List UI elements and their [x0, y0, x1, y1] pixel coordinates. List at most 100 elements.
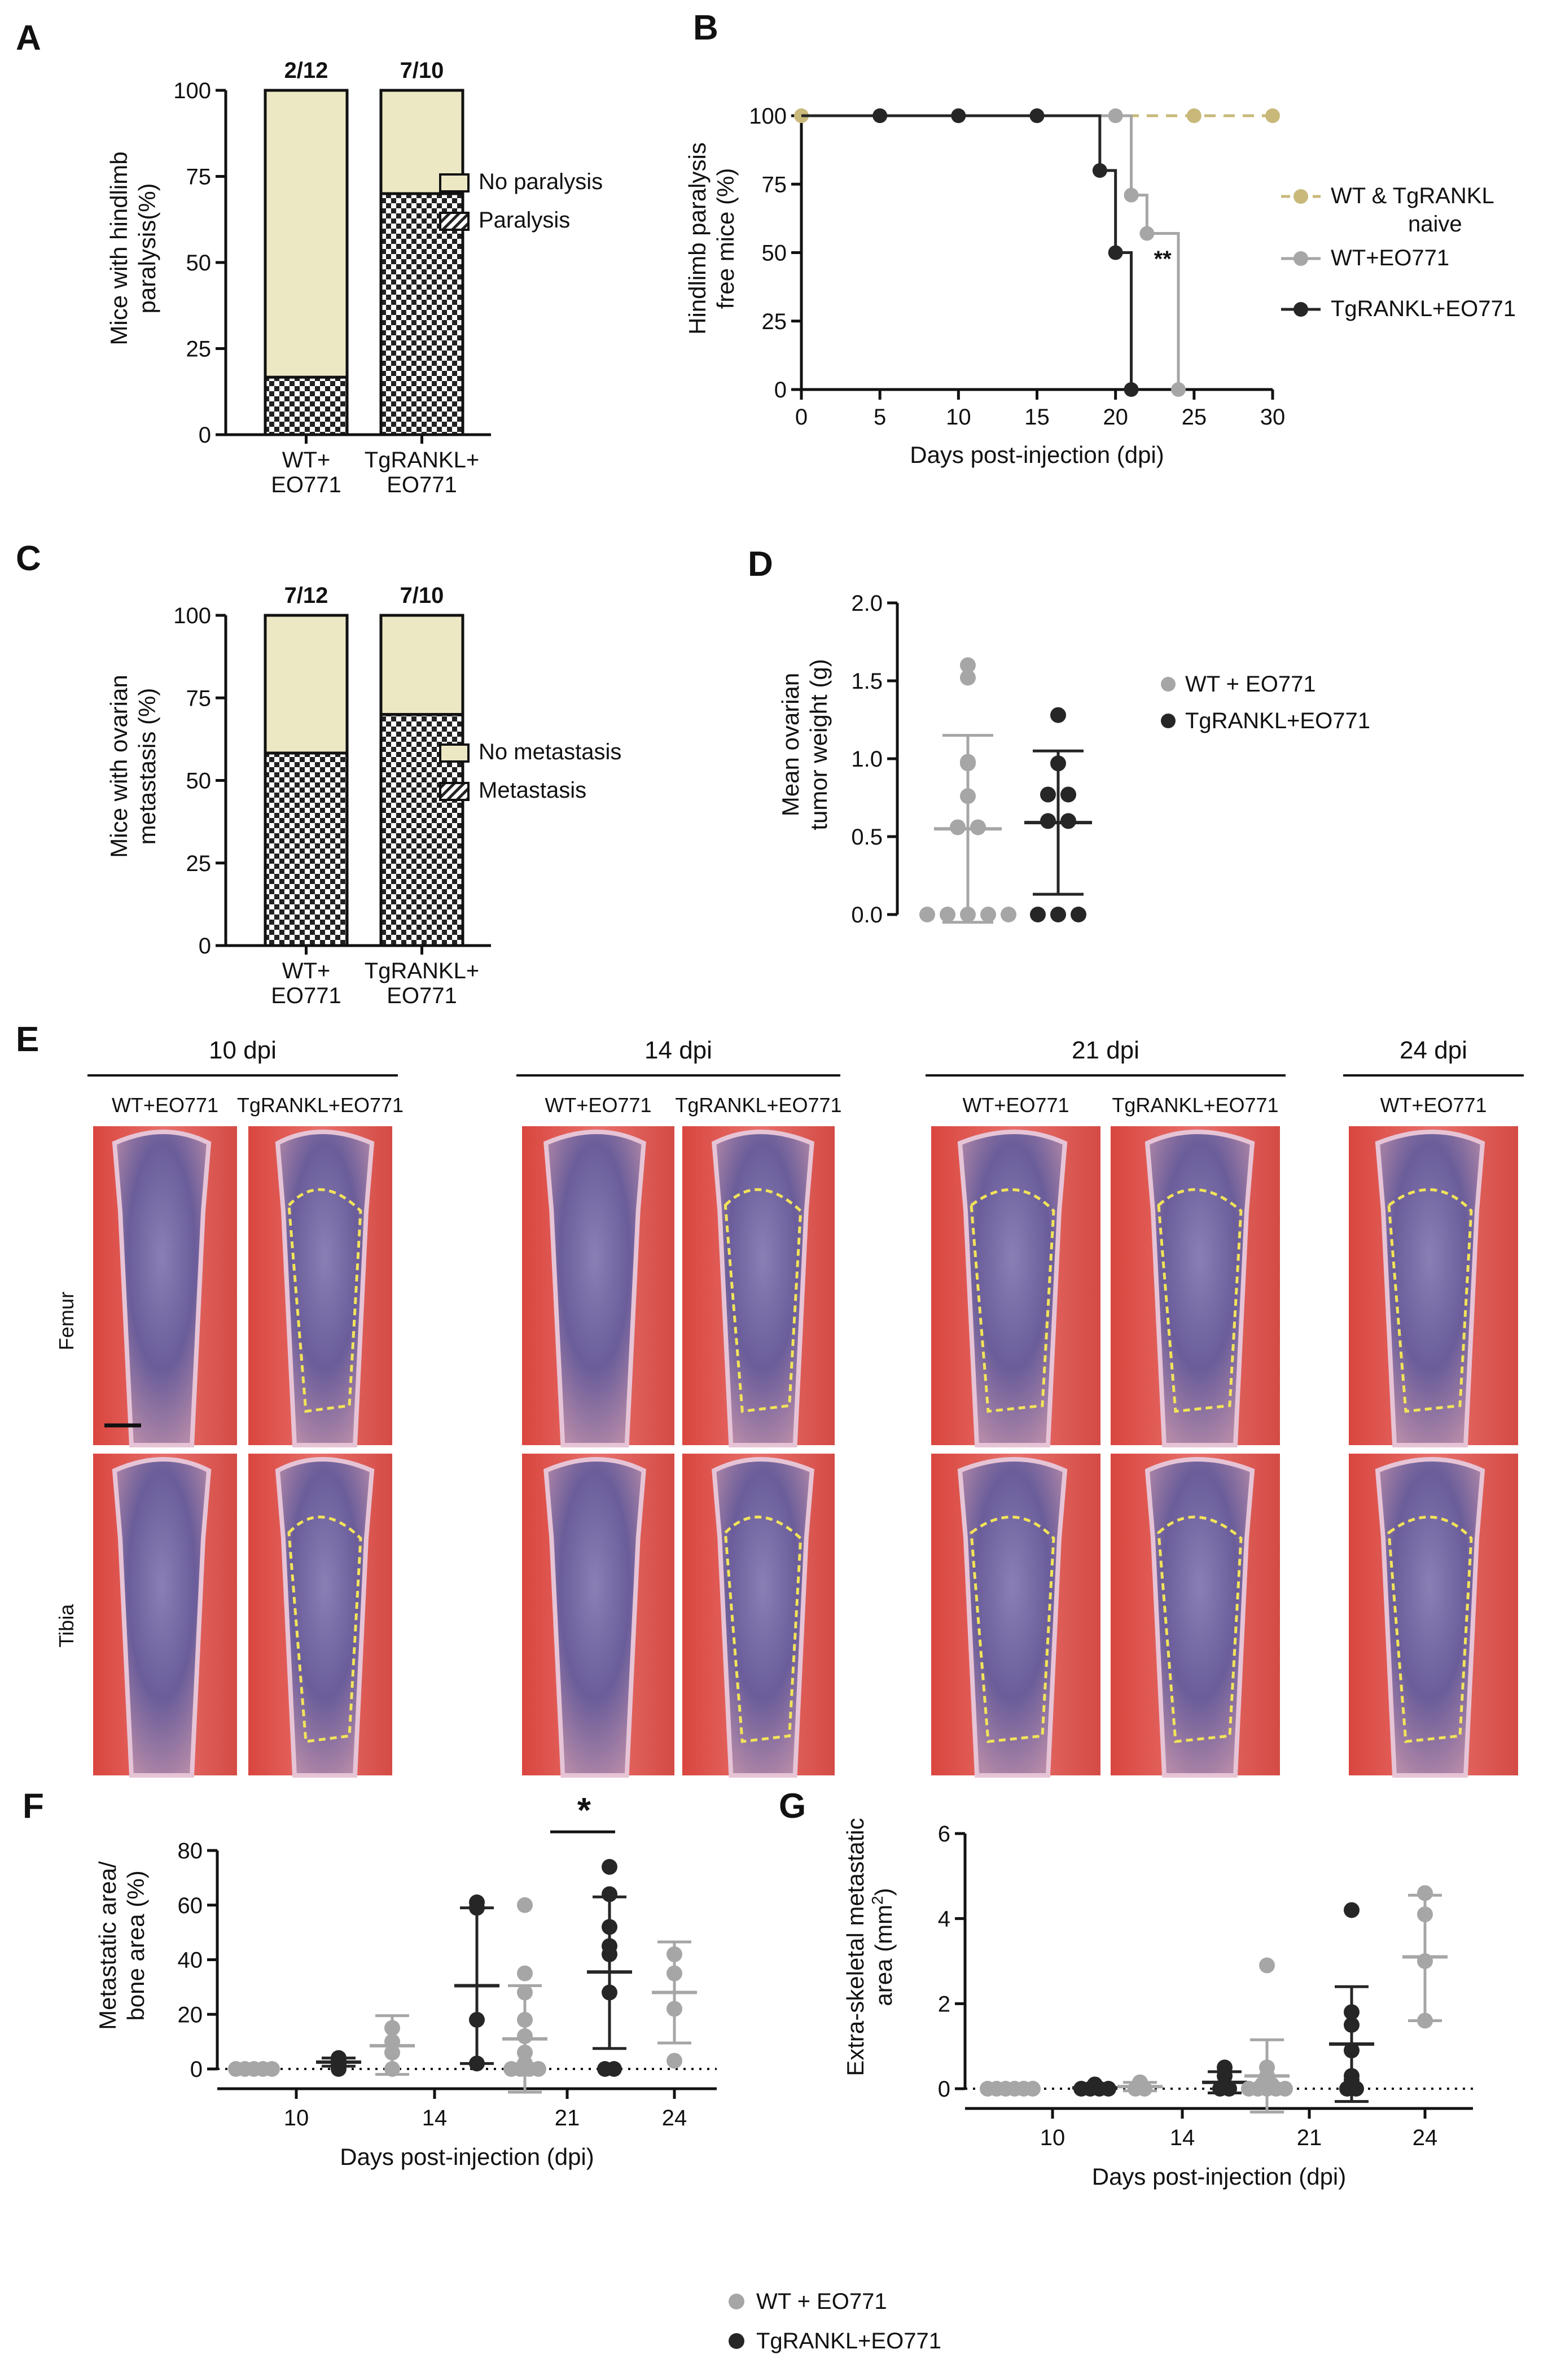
data-point: [384, 2020, 400, 2036]
histology-timepoint-header: 24 dpi: [1400, 1036, 1467, 1064]
tumor-outline: [1387, 1515, 1473, 1743]
tumor-outline: [724, 1515, 803, 1743]
chart-a-y-title-line: paralysis(%): [134, 183, 160, 313]
data-point: [1417, 1885, 1433, 1901]
x-category-label: WT+: [282, 448, 331, 473]
chart-g-y-tick-label: 4: [938, 1907, 950, 1932]
data-point: [1060, 813, 1076, 829]
x-category-label: TgRANKL+: [365, 959, 479, 983]
tumor-outline: [1157, 1188, 1243, 1413]
chart-a-y-tick-label: 0: [199, 423, 211, 448]
tumor-outline: [287, 1515, 362, 1743]
chart-b-y-title-line: free mice (%): [712, 168, 739, 309]
data-point: [517, 1984, 533, 2001]
legend-marker: [1161, 677, 1176, 692]
legend-label: No metastasis: [479, 740, 621, 764]
data-point: [602, 1919, 617, 1935]
data-point: [1001, 907, 1016, 922]
data-point: [1259, 1957, 1275, 1974]
x-title: Days post-injection (dpi): [1092, 2163, 1347, 2190]
chart-d-y-title-line: Mean ovarian: [777, 673, 804, 816]
data-point: [1137, 2081, 1152, 2097]
data-point: [960, 657, 976, 673]
data-point: [384, 2061, 400, 2077]
bar-segment-no-metastasis: [379, 614, 464, 716]
histology-row-label: Femur: [55, 1292, 78, 1350]
data-point: [667, 2053, 682, 2069]
histology-column-label: WT+EO771: [545, 1093, 651, 1117]
legend-label: WT & TgRANKL: [1331, 183, 1494, 208]
data-point: [667, 1965, 682, 1981]
chart-d-y-tick-label: 2.0: [851, 591, 883, 616]
data-point: [1050, 907, 1066, 922]
data-point: [960, 755, 976, 772]
km-point: [1139, 226, 1155, 241]
chart-c-y-title-line: metastasis (%): [134, 688, 160, 845]
chart-b-x-tick-label: 15: [1024, 405, 1050, 430]
chart-b-x-title: Days post-injection (dpi): [910, 441, 1164, 468]
data-point: [1040, 786, 1056, 803]
panel-label-c: C: [16, 539, 41, 578]
km-point: [1108, 245, 1123, 260]
data-point: [667, 2001, 682, 2017]
legend-swatch: [439, 173, 470, 193]
x-category-label: TgRANKL+: [365, 448, 479, 473]
data-point: [331, 2061, 347, 2077]
histology-column-label: WT+EO771: [962, 1093, 1069, 1117]
km-point: [1265, 108, 1280, 123]
legend-label: TgRANKL+EO771: [756, 2329, 941, 2353]
chart-a-y-tick-label: 25: [186, 337, 212, 362]
km-curve: [801, 114, 1133, 390]
x-tick-label: 21: [555, 2106, 580, 2130]
panel-label-a: A: [16, 19, 41, 58]
chart-c-y-tick-label: 0: [199, 934, 211, 959]
bar-segment-metastasis: [264, 751, 349, 947]
significance-mark: **: [1154, 247, 1172, 272]
x-tick-label: 14: [1170, 2125, 1195, 2150]
histology-panel-e: 10 dpi WT+EO771 TgRANKL+EO771 14 dpi WT+EO77…: [55, 1036, 1524, 1778]
chart-g-y-tick-label: 6: [938, 1822, 950, 1847]
data-point: [264, 2061, 280, 2077]
data-point: [960, 907, 976, 922]
chart-f-y-tick-label: 60: [178, 1893, 203, 1918]
km-point: [1171, 382, 1186, 397]
legend-label: WT + EO771: [756, 2289, 887, 2314]
panel-label-b: B: [693, 8, 718, 47]
x-category-label: EO771: [271, 473, 341, 497]
data-point: [517, 1965, 533, 1981]
chart-f-y-title-line: bone area (%): [122, 1870, 149, 2020]
chart-g-y-title: Extra-skeletal metastaticarea (mm2): [842, 1818, 897, 2076]
data-point: [1050, 707, 1066, 723]
data-point: [469, 1900, 485, 1916]
x-tick-label: 14: [422, 2106, 448, 2130]
histology-bone: [543, 1457, 646, 1778]
chart-c-y-tick-label: 100: [173, 603, 211, 628]
chart-b-paralysis-free-curve: 0 25 50 75 100 0 5 10 15 20 25 30 Days post-injectio…: [684, 104, 1516, 468]
chart-f-metastatic-area: 0 20 40 60 80 10 14 21 24 Days post-injection (dp…: [94, 1791, 717, 2170]
data-point: [950, 819, 966, 835]
data-point: [517, 2011, 533, 2028]
data-point: [1344, 2004, 1360, 2020]
chart-b-x-tick-label: 25: [1182, 405, 1207, 430]
data-point: [384, 2033, 400, 2050]
histology-bone: [1145, 1130, 1255, 1447]
tumor-outline: [970, 1515, 1055, 1743]
chart-g-y-title-close: ): [870, 1888, 897, 1896]
chart-d-y-tick-label: 0.0: [851, 903, 883, 928]
x-category-label: EO771: [387, 473, 457, 497]
chart-a-y-title: Mice with hindlimbparalysis(%): [106, 151, 160, 345]
km-point: [1124, 187, 1139, 203]
histology-row-label: Tibia: [55, 1604, 78, 1648]
chart-d-ovarian-tumor-weight: 0.0 0.5 1.0 1.5 2.0 Mean ovariantumor weight …: [777, 591, 1370, 928]
chart-d-y-tick-label: 1.5: [851, 669, 883, 694]
legend-label: TgRANKL+EO771: [1331, 296, 1516, 321]
legend-marker: [1293, 251, 1308, 266]
chart-b-x-tick-label: 0: [795, 405, 808, 430]
data-point: [469, 2055, 485, 2072]
chart-b-y-tick-label: 50: [762, 241, 787, 266]
data-point: [1060, 786, 1076, 803]
data-point: [1025, 2081, 1041, 2097]
data-point: [980, 907, 996, 922]
chart-f-y-title-line: Metastatic area/: [94, 1861, 121, 2030]
data-point: [970, 819, 986, 835]
